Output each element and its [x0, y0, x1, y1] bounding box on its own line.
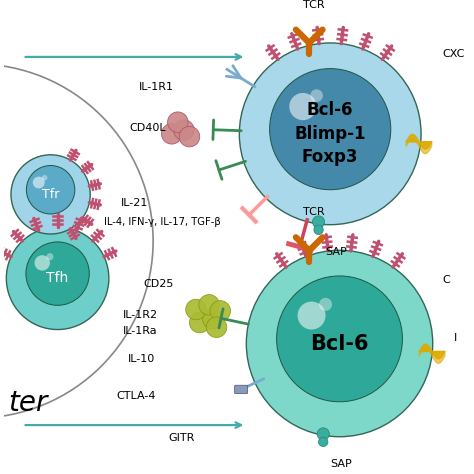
Text: CD25: CD25 [144, 279, 174, 289]
Text: CD40L: CD40L [130, 124, 166, 134]
Circle shape [319, 298, 332, 311]
Circle shape [289, 93, 317, 120]
Text: TCR: TCR [303, 0, 325, 10]
Text: IL-1R2: IL-1R2 [123, 310, 158, 320]
Circle shape [270, 69, 391, 190]
Circle shape [35, 255, 50, 271]
Text: C: C [442, 275, 450, 285]
Circle shape [314, 225, 323, 235]
Text: IL-10: IL-10 [128, 354, 155, 364]
Circle shape [202, 309, 223, 329]
Circle shape [277, 276, 402, 402]
Text: Bcl-6
Blimp-1
Foxp3: Bcl-6 Blimp-1 Foxp3 [294, 101, 366, 166]
Circle shape [312, 216, 325, 228]
Text: IL-1Ra: IL-1Ra [123, 326, 157, 336]
Circle shape [46, 253, 54, 260]
Circle shape [317, 428, 329, 440]
Text: I: I [454, 333, 457, 343]
Circle shape [239, 43, 421, 225]
Circle shape [33, 177, 45, 189]
Circle shape [246, 250, 433, 437]
Circle shape [179, 127, 200, 147]
Text: IL-21: IL-21 [120, 198, 148, 208]
Circle shape [210, 301, 230, 321]
Text: Tfr: Tfr [42, 188, 59, 201]
Text: Tfh: Tfh [46, 271, 69, 285]
Circle shape [42, 175, 47, 181]
Text: IL-4, IFN-γ, IL-17, TGF-β: IL-4, IFN-γ, IL-17, TGF-β [104, 217, 221, 227]
Circle shape [298, 301, 326, 329]
Text: GITR: GITR [168, 433, 194, 443]
Circle shape [190, 312, 210, 333]
Text: SAP: SAP [330, 459, 352, 469]
Circle shape [6, 227, 109, 329]
Circle shape [186, 299, 206, 320]
Text: IL-1R1: IL-1R1 [139, 82, 174, 91]
Text: CTLA-4: CTLA-4 [117, 391, 156, 401]
Text: CXC: CXC [442, 49, 465, 59]
Text: TCR: TCR [303, 207, 325, 218]
Circle shape [162, 124, 182, 144]
Circle shape [310, 89, 323, 102]
Text: SAP: SAP [326, 247, 347, 257]
Text: ter: ter [9, 389, 48, 417]
Circle shape [206, 317, 227, 337]
Circle shape [27, 165, 75, 214]
Circle shape [26, 242, 89, 305]
Circle shape [319, 437, 328, 447]
Circle shape [11, 155, 90, 234]
Circle shape [199, 294, 219, 315]
Text: Bcl-6: Bcl-6 [310, 334, 369, 354]
FancyBboxPatch shape [235, 385, 247, 393]
Circle shape [168, 112, 188, 132]
Circle shape [173, 120, 194, 140]
